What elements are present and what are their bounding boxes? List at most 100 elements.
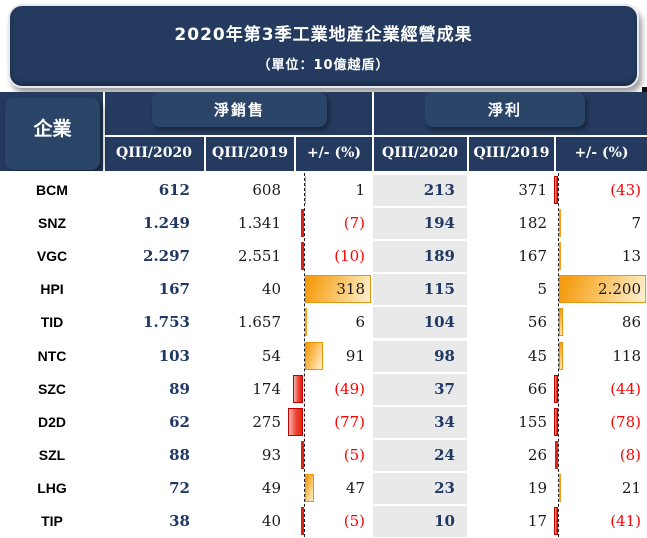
table-row: SNZ 1.249 1.341 (7) 194 182 7 bbox=[0, 207, 647, 240]
company-column-header: 企業 bbox=[5, 98, 100, 170]
header-divider bbox=[103, 135, 647, 137]
net-profit-change-cell: (41) bbox=[610, 512, 641, 530]
company-cell: SZC bbox=[38, 380, 66, 397]
net-sales-change-negative-bar bbox=[293, 374, 304, 403]
net-profit-change-negative-bar bbox=[553, 374, 558, 403]
header-divider bbox=[103, 92, 105, 171]
net-sales-change-negative-bar bbox=[287, 407, 304, 436]
net-sales-change-cell: (5) bbox=[343, 445, 365, 464]
net-profit-change-positive-bar bbox=[558, 275, 646, 304]
net-profit-change-cell: 13 bbox=[621, 247, 641, 266]
net-profit-2020-cell: 189 bbox=[423, 247, 455, 266]
company-cell: TID bbox=[40, 314, 64, 331]
net-profit-change-positive-bar bbox=[558, 308, 563, 337]
net-sales-2019-cell: 608 bbox=[252, 181, 281, 199]
table-row: HPI 167 40 318 115 5 2.200 bbox=[0, 273, 647, 306]
net-profit-2020-cell: 98 bbox=[434, 346, 455, 365]
company-cell: BCM bbox=[36, 182, 68, 198]
header-divider bbox=[554, 135, 556, 171]
np-2020-cell-background bbox=[373, 175, 467, 206]
net-profit-2020-cell: 24 bbox=[434, 445, 455, 464]
company-column-header-label: 企業 bbox=[33, 117, 72, 140]
np-2020-cell-background bbox=[373, 373, 467, 405]
net-sales-change-cell: 318 bbox=[336, 280, 365, 299]
net-profit-change-cell: (43) bbox=[610, 181, 641, 199]
net-sales-change-cell: (10) bbox=[334, 247, 365, 266]
net-sales-2019-cell: 2.551 bbox=[238, 247, 281, 266]
net-profit-2020-cell: 37 bbox=[434, 379, 455, 398]
col-header-np-change: +/- (%) bbox=[574, 145, 629, 161]
net-sales-2020-cell: 89 bbox=[169, 379, 190, 398]
net-sales-change-cell: (49) bbox=[334, 379, 365, 398]
net-profit-2019-cell: 66 bbox=[527, 379, 547, 398]
net-profit-change-cell: (8) bbox=[619, 445, 641, 464]
net-sales-change-negative-bar bbox=[301, 209, 304, 238]
np-2020-cell-background bbox=[373, 506, 467, 537]
net-profit-change-negative-bar bbox=[553, 407, 558, 436]
np-2020-cell-background bbox=[373, 340, 467, 372]
page-title: 2020年第3季工業地産企業經營成果 bbox=[174, 24, 473, 45]
net-profit-2020-cell: 104 bbox=[423, 313, 455, 332]
net-profit-2019-cell: 167 bbox=[518, 247, 547, 266]
np-2020-cell-background bbox=[373, 208, 467, 240]
header-divider bbox=[204, 135, 206, 171]
net-sales-change-cell: 6 bbox=[355, 313, 365, 332]
company-cell: D2D bbox=[37, 413, 66, 430]
table-row: TIP 38 40 (5) 10 17 (41) bbox=[0, 505, 647, 538]
net-profit-change-cell: (44) bbox=[610, 379, 641, 398]
np-2020-cell-background bbox=[373, 274, 467, 306]
np-2020-cell-background bbox=[373, 472, 467, 504]
net-sales-2020-cell: 167 bbox=[158, 280, 190, 299]
net-profit-2019-cell: 182 bbox=[518, 214, 547, 233]
net-sales-2019-cell: 275 bbox=[252, 412, 281, 431]
np-2020-cell-background bbox=[373, 439, 467, 471]
net-profit-2019-cell: 26 bbox=[527, 445, 547, 464]
col-header-ns-q2019: QIII/2019 bbox=[212, 145, 288, 161]
net-sales-change-positive-bar bbox=[304, 275, 371, 304]
net-sales-2020-cell: 1.249 bbox=[143, 214, 190, 233]
net-sales-2020-cell: 62 bbox=[169, 412, 190, 431]
net-sales-group-label: 淨銷售 bbox=[213, 101, 265, 119]
np-2020-cell-background bbox=[373, 307, 467, 339]
net-profit-change-cell: 7 bbox=[631, 214, 641, 233]
table-row: NTC 103 54 91 98 45 118 bbox=[0, 340, 647, 373]
net-sales-change-cell: 47 bbox=[345, 478, 365, 497]
table-row: TID 1.753 1.657 6 104 56 86 bbox=[0, 306, 647, 339]
net-sales-change-cell: 91 bbox=[345, 346, 365, 365]
net-profit-change-cell: 118 bbox=[612, 346, 641, 365]
net-profit-group-label: 淨利 bbox=[487, 101, 522, 119]
table-row: SZL 88 93 (5) 24 26 (8) bbox=[0, 439, 647, 472]
unit-note: （單位：10億越盾） bbox=[257, 57, 390, 73]
net-sales-2020-cell: 2.297 bbox=[143, 247, 190, 266]
net-sales-2019-cell: 1.341 bbox=[238, 214, 281, 233]
net-profit-2019-cell: 371 bbox=[518, 181, 547, 199]
table-row: VGC 2.297 2.551 (10) 189 167 13 bbox=[0, 240, 647, 273]
net-profit-2020-cell: 213 bbox=[423, 181, 455, 199]
net-sales-change-cell: 1 bbox=[355, 181, 365, 199]
title-box: 2020年第3季工業地産企業經營成果 （單位：10億越盾） bbox=[8, 4, 639, 88]
net-profit-2019-cell: 45 bbox=[527, 346, 547, 365]
net-profit-change-negative-bar bbox=[553, 507, 558, 535]
net-profit-2019-cell: 5 bbox=[537, 280, 547, 299]
net-profit-change-cell: 2.200 bbox=[598, 280, 641, 299]
net-profit-2019-cell: 19 bbox=[527, 478, 547, 497]
net-profit-group-header: 淨利 bbox=[425, 92, 585, 127]
col-header-ns-change: +/- (%) bbox=[306, 145, 362, 161]
company-cell: VGC bbox=[36, 248, 68, 265]
company-cell: HPI bbox=[40, 281, 64, 298]
np-2020-cell-background bbox=[373, 406, 467, 438]
net-profit-change-negative-bar bbox=[555, 440, 558, 469]
net-sales-change-positive-bar bbox=[304, 308, 307, 337]
net-sales-change-cell: (77) bbox=[334, 412, 365, 431]
table-body: BCM 612 608 1 213 371 (43) SNZ 1.249 1.341 (7) 194 1… bbox=[0, 171, 647, 538]
header-divider bbox=[467, 135, 469, 171]
net-sales-change-negative-bar bbox=[301, 242, 304, 271]
net-profit-change-negative-bar bbox=[553, 176, 558, 204]
table-row: BCM 612 608 1 213 371 (43) bbox=[0, 174, 647, 207]
net-sales-change-negative-bar bbox=[301, 440, 304, 469]
company-cell: TIP bbox=[41, 513, 63, 529]
col-header-np-q2019: QIII/2019 bbox=[473, 145, 550, 161]
net-sales-2020-cell: 72 bbox=[169, 478, 190, 497]
net-sales-change-positive-bar bbox=[304, 176, 306, 204]
header-divider bbox=[294, 135, 296, 171]
